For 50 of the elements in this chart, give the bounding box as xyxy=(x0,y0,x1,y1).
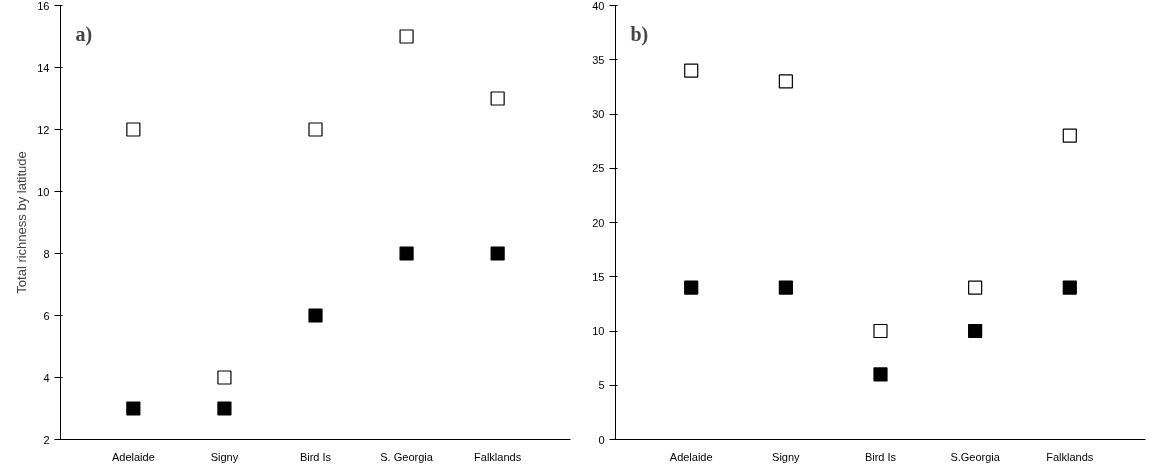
point xyxy=(1062,280,1077,295)
x-tick-label: Falklands xyxy=(1046,450,1094,463)
y-tick-label: 20 xyxy=(592,216,605,229)
y-tick-label: 35 xyxy=(592,53,605,66)
point xyxy=(968,323,983,339)
x-tick-label: Signy xyxy=(210,450,239,463)
y-tick-label: 4 xyxy=(43,371,50,384)
x-tick-label: Bird Is xyxy=(299,450,332,463)
point xyxy=(684,63,699,78)
point xyxy=(1062,128,1077,143)
y-tick-label: 5 xyxy=(598,379,605,392)
x-tick-label: Signy xyxy=(772,450,801,463)
point xyxy=(217,370,232,385)
y-tick-label: 25 xyxy=(592,162,605,175)
annotation: a) xyxy=(75,22,93,46)
point xyxy=(684,280,699,295)
y-tick-label: 6 xyxy=(43,309,50,322)
x-tick-label: S.Georgia xyxy=(950,450,1001,463)
x-tick-label: Adelaide xyxy=(111,450,155,463)
point xyxy=(490,91,505,106)
x-tick-label: Falklands xyxy=(474,450,522,463)
point xyxy=(126,401,141,416)
annotation: b) xyxy=(630,22,649,46)
x-tick-label: Adelaide xyxy=(669,450,713,463)
point xyxy=(308,308,323,323)
point xyxy=(399,246,414,261)
point xyxy=(490,246,505,261)
point xyxy=(778,74,793,89)
y-tick-label: 10 xyxy=(37,185,50,198)
y-tick-label: 16 xyxy=(37,0,50,12)
y-tick-label: 15 xyxy=(592,270,605,283)
y-axis-title: Total richness by latitude xyxy=(14,151,30,294)
point xyxy=(126,122,141,137)
point xyxy=(308,122,323,137)
y-tick-label: 8 xyxy=(43,247,50,260)
point xyxy=(873,323,888,339)
point xyxy=(778,280,793,295)
y-tick-label: 30 xyxy=(592,108,605,120)
y-tick-label: 0 xyxy=(598,433,605,446)
point xyxy=(399,29,414,44)
point xyxy=(217,401,232,416)
x-tick-label: Bird Is xyxy=(864,450,897,463)
point xyxy=(968,280,983,295)
y-tick-label: 40 xyxy=(592,0,605,12)
y-tick-label: 2 xyxy=(43,433,50,446)
y-tick-label: 10 xyxy=(592,325,605,337)
y-tick-label: 12 xyxy=(37,123,50,136)
x-tick-label: S. Georgia xyxy=(380,450,434,463)
point xyxy=(873,367,888,382)
y-tick-label: 14 xyxy=(37,61,50,74)
